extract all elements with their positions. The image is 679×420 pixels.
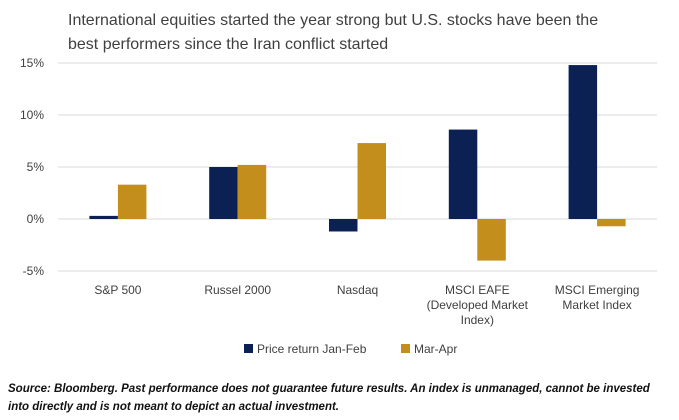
bar-mar-apr — [237, 164, 267, 219]
y-tick-label: 15% — [20, 56, 44, 70]
source-note-line2: into directly and is not meant to depict… — [8, 401, 340, 413]
bar-jan-feb — [448, 129, 478, 219]
y-tick-label: 0% — [27, 212, 45, 226]
category-label: Nasdaq — [337, 283, 378, 297]
legend-swatch-jan-feb — [244, 344, 253, 353]
chart-title: International equities started the year … — [68, 12, 599, 53]
chart-card: International equities started the year … — [19, 12, 657, 356]
bar-mar-apr — [117, 184, 147, 219]
category-label: MSCI Emerging Market Index — [555, 283, 640, 312]
category-label: S&P 500 — [94, 283, 141, 297]
legend-swatch-mar-apr — [401, 344, 410, 353]
legend: Price return Jan-Feb Mar-Apr — [244, 342, 457, 356]
bar-mar-apr — [357, 143, 386, 219]
bar-mar-apr — [597, 219, 626, 227]
bar-jan-feb — [209, 167, 238, 219]
y-axis-labels: 15% 10% 5% 0% -5% — [20, 56, 44, 278]
bars — [89, 65, 626, 261]
category-label: MSCI EAFE (Developed Market Index) — [427, 283, 529, 327]
y-tick-label: 5% — [27, 160, 45, 174]
source-note: Source: Bloomberg. Past performance does… — [8, 380, 673, 416]
source-note-line1: Source: Bloomberg. Past performance does… — [8, 383, 650, 395]
y-tick-label: -5% — [23, 264, 45, 278]
legend-label-mar-apr: Mar-Apr — [414, 342, 457, 356]
category-label: Russel 2000 — [204, 283, 271, 297]
bar-jan-feb — [568, 65, 598, 219]
bar-jan-feb — [89, 215, 118, 219]
bar-chart: 15% 10% 5% 0% -5% S&P 500 Russel 2000 Nasdaq MS… — [20, 56, 657, 356]
bar-mar-apr — [477, 219, 506, 261]
bar-jan-feb — [329, 219, 358, 232]
y-tick-label: 10% — [20, 108, 44, 122]
category-labels: S&P 500 Russel 2000 Nasdaq MSCI EAFE (Develo… — [94, 283, 639, 327]
legend-label-jan-feb: Price return Jan-Feb — [257, 342, 367, 356]
